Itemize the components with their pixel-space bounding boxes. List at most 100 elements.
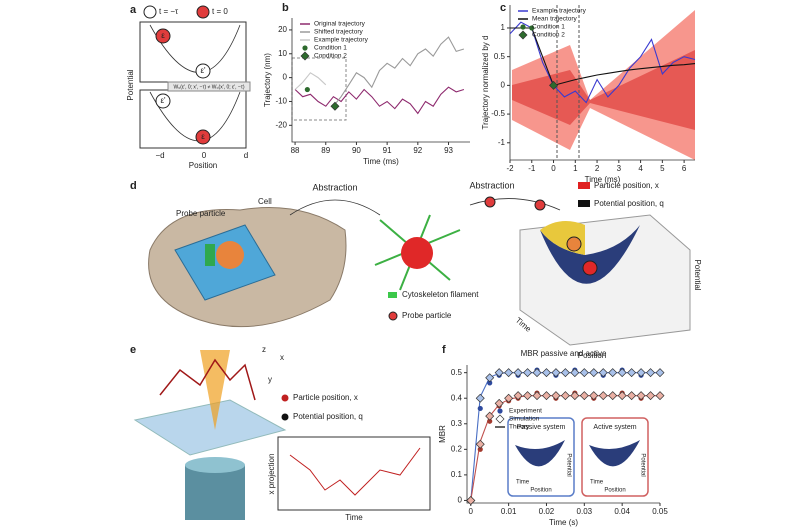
x-tick-label: -1	[528, 164, 536, 173]
x-axis-label: Time (ms)	[363, 157, 399, 166]
particle	[195, 129, 211, 145]
point-label: ε	[201, 132, 205, 141]
legend-label: Shifted trajectory	[314, 29, 364, 36]
marker	[529, 25, 535, 31]
y-tick-label: 0.1	[451, 470, 463, 479]
axis-tick: d	[244, 151, 248, 160]
panel-letter: d	[130, 180, 137, 192]
marker	[487, 380, 493, 386]
panel-letter: e	[130, 344, 136, 356]
trajectory-cloud	[512, 50, 695, 130]
marker	[617, 391, 627, 401]
marker	[627, 391, 637, 401]
marker	[589, 368, 599, 378]
legend-marker	[300, 51, 310, 61]
legend-label: Particle position, x	[293, 393, 358, 402]
legend-label: Particle position, x	[594, 181, 659, 190]
legend-marker	[388, 292, 397, 298]
marker	[551, 368, 561, 378]
marker	[475, 393, 485, 403]
legend-label: Experiment	[509, 408, 542, 415]
y-tick-label: 20	[278, 25, 287, 34]
objective	[185, 457, 245, 473]
frame	[139, 21, 247, 83]
x-tick-label: 91	[383, 146, 392, 155]
marker	[304, 86, 310, 93]
legend-marker	[143, 5, 157, 19]
axis-label: Position	[189, 161, 217, 170]
marker	[485, 373, 495, 383]
legend-label: Example trajectory	[532, 8, 587, 15]
y-tick-label: 0.2	[451, 444, 463, 453]
x-tick-label: 5	[660, 164, 665, 173]
axis-label: Position	[604, 488, 625, 494]
point-label: ε	[161, 31, 165, 40]
legend-label: Condition 2	[532, 32, 565, 39]
particle	[582, 260, 598, 276]
marker	[579, 391, 589, 401]
x-tick-label: 0	[469, 507, 474, 516]
y-tick-label: 0.3	[451, 419, 463, 428]
marker	[541, 368, 551, 378]
panel-letter: c	[500, 2, 506, 14]
label: Probe particle	[176, 209, 226, 218]
arrow	[469, 198, 561, 211]
x-tick-label: 0.01	[501, 507, 517, 516]
x-tick-label: 0.02	[539, 507, 555, 516]
legend-marker	[520, 24, 526, 30]
series-line	[294, 86, 465, 115]
objective	[185, 465, 245, 520]
y-tick-label: 0	[458, 496, 463, 505]
x-tick-label: 88	[291, 146, 300, 155]
axis-label: Position	[530, 488, 551, 494]
label: Cell	[258, 197, 272, 206]
panel-letter: a	[130, 4, 137, 16]
x-tick-label: 89	[321, 146, 330, 155]
legend-label: Original trajectory	[314, 21, 366, 28]
particle	[195, 63, 211, 79]
label: Cytoskeleton filament	[402, 290, 479, 299]
particle	[155, 93, 171, 109]
axes	[291, 18, 470, 143]
marker	[504, 393, 514, 403]
marker	[494, 398, 504, 408]
x-tick-label: 6	[682, 164, 687, 173]
marker	[579, 368, 589, 378]
legend-marker	[388, 311, 398, 321]
legend-label: Simulation	[509, 416, 540, 423]
x-tick-label: 92	[413, 146, 422, 155]
marker	[330, 101, 340, 111]
marker	[570, 391, 580, 401]
marker	[485, 411, 495, 421]
label: Probe particle	[402, 311, 452, 320]
legend-label: Potential position, q	[594, 199, 664, 208]
axis-label: Potential	[693, 259, 702, 290]
legend-marker	[578, 200, 590, 207]
marker	[636, 391, 646, 401]
marker	[532, 391, 542, 401]
y-axis-label: Trajectory (nm)	[263, 53, 272, 107]
legend-label: Condition 1	[532, 24, 565, 31]
axis-label: Time	[345, 513, 363, 522]
legend-label: Theory	[509, 424, 530, 431]
marker	[646, 368, 656, 378]
y-tick-label: 10	[278, 49, 287, 58]
y-tick-label: -10	[275, 97, 287, 106]
potential-surface	[589, 440, 640, 467]
marker	[551, 391, 561, 401]
y-tick-label: -0.5	[491, 109, 505, 118]
y-axis-label: MBR	[438, 425, 447, 443]
sample-plane	[133, 399, 287, 456]
axis-label: Time	[590, 480, 604, 486]
marker	[655, 368, 665, 378]
axis-label: z	[262, 345, 266, 354]
panel-letter: b	[282, 2, 289, 14]
y-tick-label: -1	[498, 138, 506, 147]
inset-title: Active system	[593, 424, 636, 431]
inset-title: Passive system	[517, 424, 566, 431]
y-tick-label: 0.5	[494, 52, 506, 61]
marker	[646, 391, 656, 401]
label: Abstraction	[469, 180, 514, 190]
marker	[504, 368, 514, 378]
x-tick-label: 0.03	[577, 507, 593, 516]
